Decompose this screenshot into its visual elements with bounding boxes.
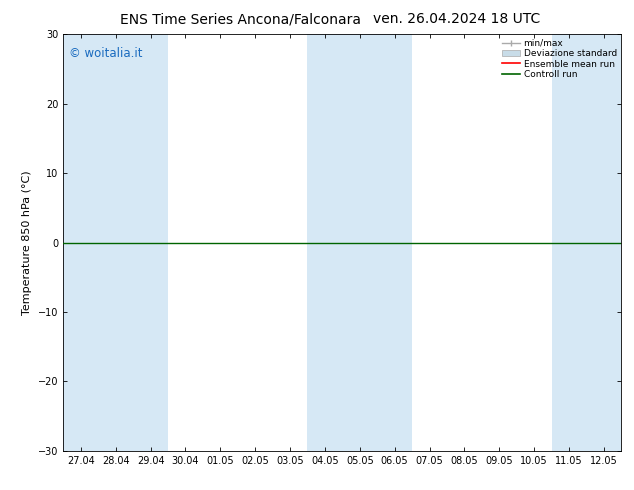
Bar [98,34,133,451]
Text: ven. 26.04.2024 18 UTC: ven. 26.04.2024 18 UTC [373,12,540,26]
Text: © woitalia.it: © woitalia.it [69,47,143,60]
Bar [63,34,98,451]
Bar [586,34,621,451]
Y-axis label: Temperature 850 hPa (°C): Temperature 850 hPa (°C) [22,170,32,315]
Text: ENS Time Series Ancona/Falconara: ENS Time Series Ancona/Falconara [120,12,361,26]
Legend: min/max, Deviazione standard, Ensemble mean run, Controll run: min/max, Deviazione standard, Ensemble m… [500,37,619,81]
Bar [377,34,412,451]
Bar [552,34,586,451]
Bar [342,34,377,451]
Bar [307,34,342,451]
Bar [133,34,168,451]
